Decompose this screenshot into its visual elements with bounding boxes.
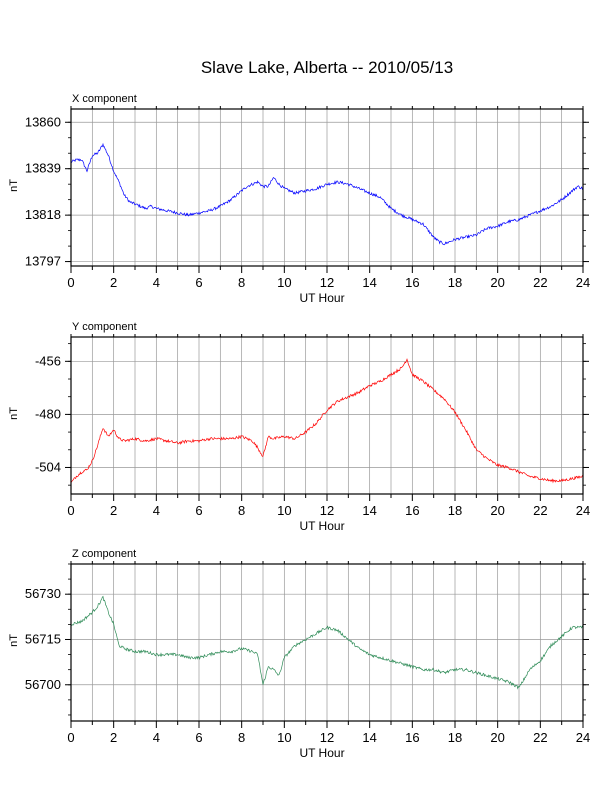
x-tick-label: 4	[153, 730, 160, 745]
x-tick-label: 0	[67, 730, 74, 745]
y-axis-label: nT	[8, 179, 20, 192]
x-tick-label: 2	[110, 730, 117, 745]
x-tick-label: 22	[533, 503, 547, 518]
x-tick-label: 12	[320, 503, 334, 518]
y-axis-label: nT	[8, 634, 20, 647]
x-axis-label: UT Hour	[299, 746, 344, 760]
x-tick-label: 2	[110, 275, 117, 290]
y-tick-label: 13839	[25, 161, 61, 176]
x-tick-label: 6	[195, 275, 202, 290]
y-tick-label: 13818	[25, 207, 61, 222]
x-tick-label: 24	[576, 503, 590, 518]
x-tick-label: 18	[448, 275, 462, 290]
panel-title: Y component	[72, 321, 137, 333]
x-tick-label: 20	[490, 730, 504, 745]
y-tick-label: 56700	[25, 677, 61, 692]
chart-panel-1: 0 2 4 6 8 10 12 14 16 18 20 22 241379713818138391386…	[8, 93, 590, 305]
x-tick-label: 6	[195, 730, 202, 745]
x-tick-label: 18	[448, 503, 462, 518]
y-tick-label: 56715	[25, 631, 61, 646]
x-tick-label: 16	[405, 275, 419, 290]
x-tick-label: 6	[195, 503, 202, 518]
y-tick-label: 13797	[25, 254, 61, 269]
y-tick-label: -456	[35, 353, 61, 368]
series-line	[70, 595, 584, 690]
x-tick-label: 10	[277, 503, 291, 518]
x-tick-label: 2	[110, 503, 117, 518]
x-tick-label: 12	[320, 730, 334, 745]
x-tick-label: 8	[238, 275, 245, 290]
x-tick-label: 16	[405, 730, 419, 745]
x-tick-label: 24	[576, 730, 590, 745]
x-tick-label: 0	[67, 275, 74, 290]
x-tick-label: 10	[277, 275, 291, 290]
x-tick-label: 14	[362, 275, 376, 290]
x-tick-label: 0	[67, 503, 74, 518]
panel-title: X component	[72, 93, 137, 105]
y-tick-label: -504	[35, 459, 61, 474]
y-tick-label: -480	[35, 406, 61, 421]
x-tick-label: 8	[238, 730, 245, 745]
x-tick-label: 12	[320, 275, 334, 290]
y-axis-label: nT	[8, 407, 20, 420]
x-tick-label: 14	[362, 730, 376, 745]
x-tick-label: 20	[490, 275, 504, 290]
x-axis-label: UT Hour	[299, 519, 344, 533]
x-tick-label: 14	[362, 503, 376, 518]
x-tick-label: 4	[153, 275, 160, 290]
x-tick-label: 4	[153, 503, 160, 518]
x-axis-label: UT Hour	[299, 291, 344, 305]
x-tick-label: 20	[490, 503, 504, 518]
x-tick-label: 8	[238, 503, 245, 518]
page-title: Slave Lake, Alberta -- 2010/05/13	[200, 58, 454, 77]
series-line	[70, 142, 584, 246]
y-tick-label: 56730	[25, 586, 61, 601]
x-tick-label: 22	[533, 730, 547, 745]
x-tick-label: 10	[277, 730, 291, 745]
x-tick-label: 18	[448, 730, 462, 745]
x-tick-label: 24	[576, 275, 590, 290]
y-tick-label: 13860	[25, 114, 61, 129]
panel-title: Z component	[72, 548, 136, 560]
x-tick-label: 16	[405, 503, 419, 518]
series-line	[70, 358, 584, 484]
x-tick-label: 22	[533, 275, 547, 290]
